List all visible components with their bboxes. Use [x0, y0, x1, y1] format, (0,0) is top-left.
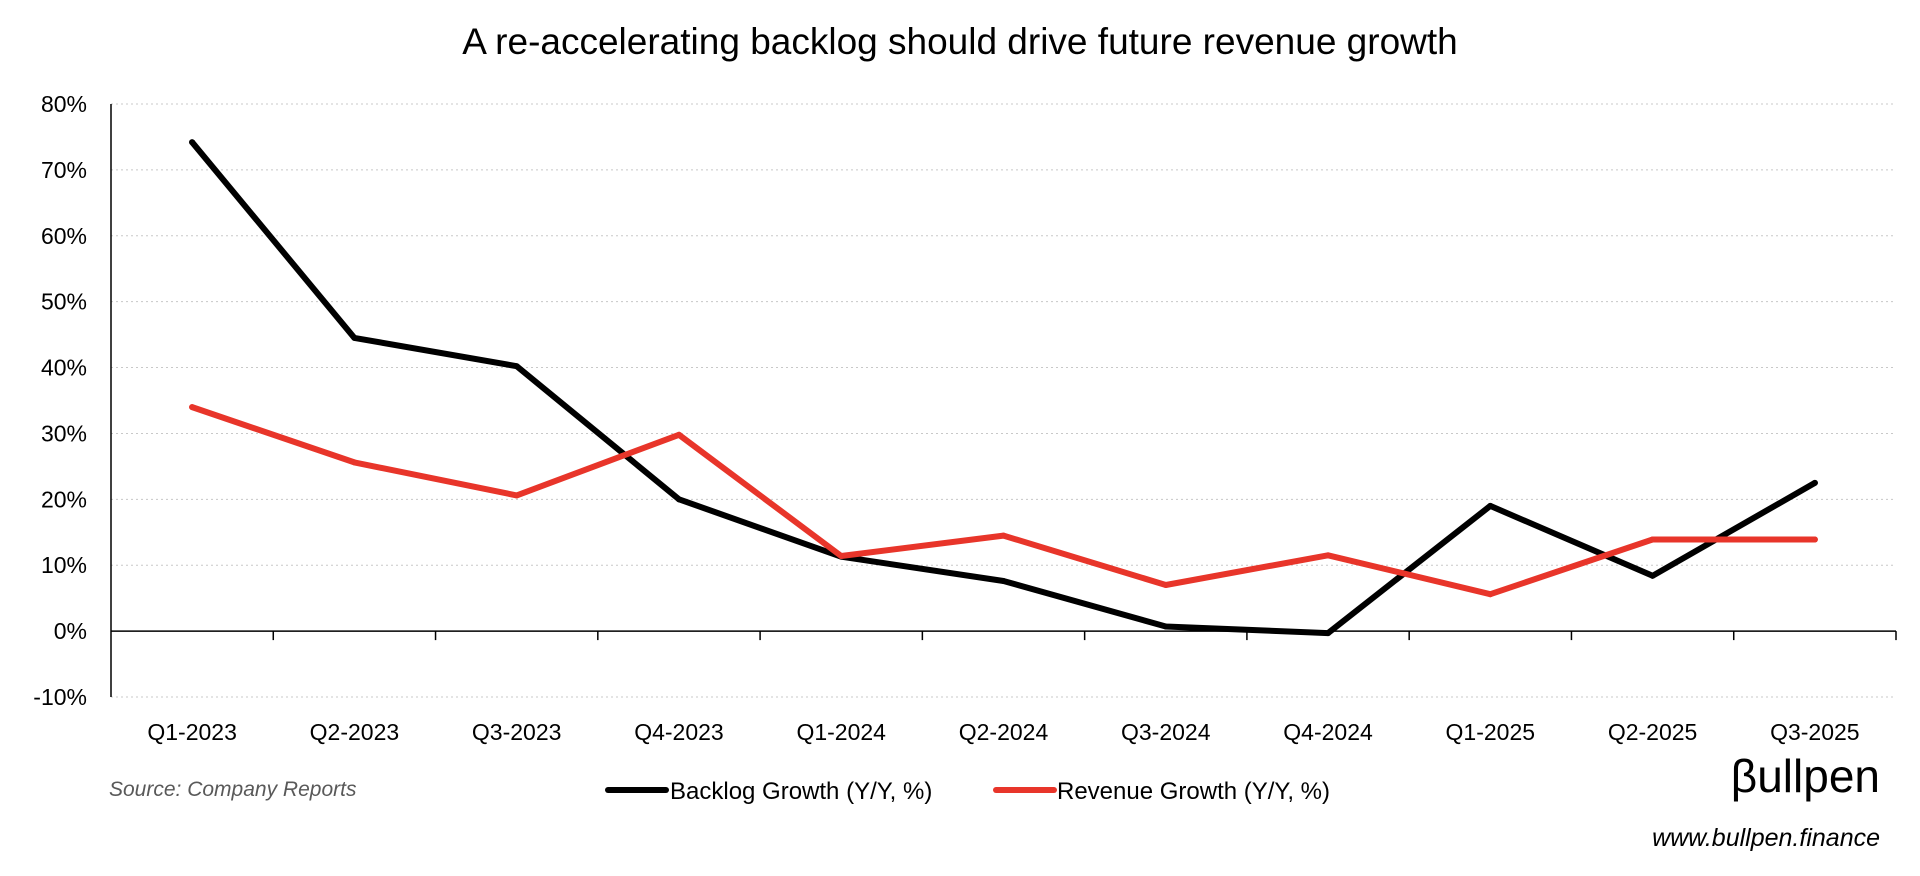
y-tick-label: 50% [41, 289, 87, 315]
y-tick-label: 0% [54, 618, 87, 644]
y-tick-label: 60% [41, 223, 87, 249]
data-point [189, 404, 196, 411]
grid-lines [111, 103, 1896, 698]
data-point [1649, 572, 1656, 579]
x-tick-label: Q4-2023 [634, 719, 724, 745]
data-point [189, 139, 196, 146]
data-point [1000, 578, 1007, 585]
data-point [1811, 536, 1818, 543]
y-tick-label: 40% [41, 355, 87, 381]
x-tick-label: Q1-2024 [796, 719, 886, 745]
data-point [1000, 532, 1007, 539]
axes [110, 104, 1897, 697]
y-tick-label: 30% [41, 420, 87, 446]
y-tick-label: 10% [41, 552, 87, 578]
x-tick-label: Q3-2023 [472, 719, 562, 745]
x-tick-label: Q1-2025 [1446, 719, 1536, 745]
data-point [675, 496, 682, 503]
data-point [1162, 581, 1169, 588]
y-tick-labels: -10% 0% 10% 20% 30% 40% 50% 60% 70% 80% [33, 91, 87, 710]
x-tick-label: Q1-2023 [147, 719, 237, 745]
data-point [1162, 623, 1169, 630]
data-point [513, 363, 520, 370]
y-tick-label: 80% [41, 91, 87, 117]
y-tick-label: -10% [33, 684, 87, 710]
data-point [351, 459, 358, 466]
data-point [1325, 552, 1332, 559]
data-point [351, 334, 358, 341]
data-point [675, 431, 682, 438]
data-point [1487, 502, 1494, 509]
series-lines [189, 139, 1818, 637]
legend: Backlog Growth (Y/Y, %) Revenue Growth (Y… [605, 778, 1330, 805]
series-line-revenue [189, 404, 1818, 598]
brand-logo: βullpen [1731, 750, 1880, 802]
x-tick-label: Q4-2024 [1283, 719, 1373, 745]
y-tick-label: 20% [41, 486, 87, 512]
x-tick-label: Q3-2024 [1121, 719, 1211, 745]
data-point [1325, 630, 1332, 637]
data-point [1649, 536, 1656, 543]
chart-title: A re-accelerating backlog should drive f… [462, 21, 1457, 62]
y-tick-label: 70% [41, 157, 87, 183]
series-line-backlog [189, 139, 1818, 637]
x-tick-label: Q2-2025 [1608, 719, 1698, 745]
source-note: Source: Company Reports [109, 778, 357, 801]
data-point [1811, 479, 1818, 486]
data-point [1487, 591, 1494, 598]
website-link[interactable]: www.bullpen.finance [1652, 824, 1880, 852]
x-tick-label: Q2-2023 [310, 719, 400, 745]
x-tick-label: Q3-2025 [1770, 719, 1860, 745]
legend-label: Backlog Growth (Y/Y, %) [670, 778, 932, 805]
data-point [513, 492, 520, 499]
data-point [838, 552, 845, 559]
x-tick-labels: Q1-2023 Q2-2023 Q3-2023 Q4-2023 Q1-2024 Q2-20… [147, 719, 1859, 745]
x-tick-label: Q2-2024 [959, 719, 1049, 745]
legend-label: Revenue Growth (Y/Y, %) [1057, 778, 1330, 805]
